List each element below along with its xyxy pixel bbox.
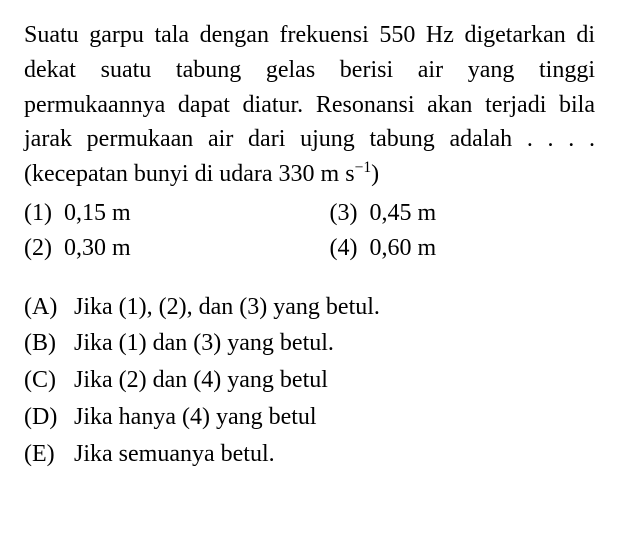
letter-option-letter: (D) [24,400,64,435]
letter-option-a: (A) Jika (1), (2), dan (3) yang betul. [24,290,595,325]
letter-option-letter: (B) [24,326,64,361]
numbered-option-value: 0,45 m [370,196,437,231]
letter-option-d: (D) Jika hanya (4) yang betul [24,400,595,435]
numbered-option-1: (1) 0,15 m [24,196,290,231]
letter-option-text: Jika semuanya betul. [74,437,275,472]
letter-option-c: (C) Jika (2) dan (4) yang betul [24,363,595,398]
letter-option-letter: (A) [24,290,64,325]
question-exponent: −1 [355,159,372,176]
letter-option-e: (E) Jika semuanya betul. [24,437,595,472]
numbered-option-value: 0,30 m [64,231,131,266]
numbered-option-number: (1) [24,196,54,231]
letter-option-letter: (C) [24,363,64,398]
numbered-option-3: (3) 0,45 m [330,196,596,231]
letter-option-text: Jika (2) dan (4) yang betul [74,363,328,398]
letter-option-letter: (E) [24,437,64,472]
numbered-option-number: (2) [24,231,54,266]
question-part-2: ) [371,161,379,187]
numbered-options: (1) 0,15 m (3) 0,45 m (2) 0,30 m (4) 0,6… [24,196,595,266]
question-part-1: Suatu garpu tala dengan frekuensi 550 Hz… [24,22,595,187]
letter-option-text: Jika hanya (4) yang betul [74,400,317,435]
letter-option-text: Jika (1) dan (3) yang betul. [74,326,334,361]
numbered-option-4: (4) 0,60 m [330,231,596,266]
letter-option-b: (B) Jika (1) dan (3) yang betul. [24,326,595,361]
letter-options: (A) Jika (1), (2), dan (3) yang betul. (… [24,290,595,472]
numbered-option-number: (3) [330,196,360,231]
numbered-option-value: 0,60 m [370,231,437,266]
question-text: Suatu garpu tala dengan frekuensi 550 Hz… [24,18,595,192]
numbered-option-value: 0,15 m [64,196,131,231]
numbered-option-2: (2) 0,30 m [24,231,290,266]
letter-option-text: Jika (1), (2), dan (3) yang betul. [74,290,380,325]
numbered-option-number: (4) [330,231,360,266]
